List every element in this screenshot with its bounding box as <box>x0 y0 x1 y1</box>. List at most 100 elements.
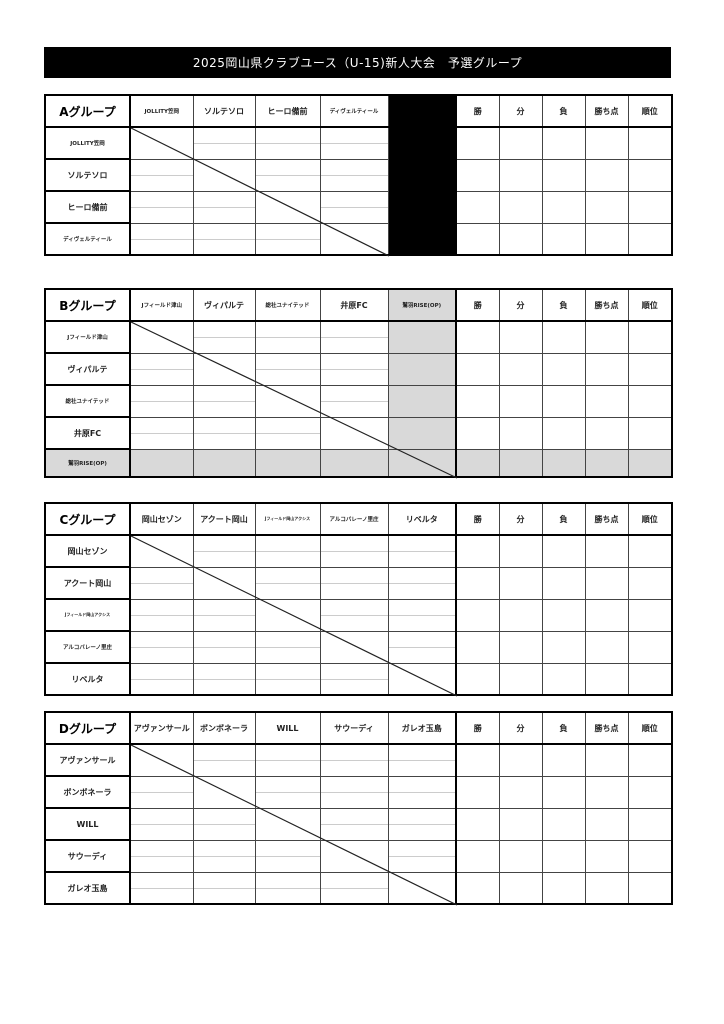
stat-cell[interactable] <box>455 158 500 192</box>
stat-cell[interactable] <box>584 384 629 418</box>
stat-cell[interactable] <box>541 534 586 568</box>
result-cell[interactable] <box>254 775 321 809</box>
result-cell[interactable] <box>254 871 321 905</box>
stat-cell[interactable] <box>584 743 629 777</box>
stat-cell[interactable] <box>541 416 586 450</box>
result-cell[interactable] <box>387 534 457 568</box>
stat-cell[interactable] <box>455 566 500 600</box>
stat-cell[interactable] <box>584 126 629 160</box>
result-cell[interactable] <box>254 566 321 600</box>
stat-cell[interactable] <box>541 352 586 386</box>
result-cell[interactable] <box>192 534 256 568</box>
stat-cell[interactable] <box>455 598 500 632</box>
result-cell[interactable] <box>129 190 194 224</box>
stat-cell[interactable] <box>584 839 629 873</box>
result-cell[interactable] <box>129 839 194 873</box>
result-cell[interactable] <box>319 598 389 632</box>
stat-cell[interactable] <box>627 807 673 841</box>
result-cell[interactable] <box>192 743 256 777</box>
result-cell[interactable] <box>319 775 389 809</box>
stat-cell[interactable] <box>584 320 629 354</box>
stat-cell[interactable] <box>541 190 586 224</box>
stat-cell[interactable] <box>627 566 673 600</box>
stat-cell[interactable] <box>627 871 673 905</box>
stat-cell[interactable] <box>455 448 500 478</box>
result-cell[interactable] <box>129 222 194 256</box>
result-cell[interactable] <box>387 839 457 873</box>
result-cell[interactable] <box>254 630 321 664</box>
result-cell[interactable] <box>129 352 194 386</box>
stat-cell[interactable] <box>541 807 586 841</box>
result-cell[interactable] <box>319 871 389 905</box>
stat-cell[interactable] <box>498 630 543 664</box>
result-cell[interactable] <box>192 839 256 873</box>
stat-cell[interactable] <box>498 598 543 632</box>
result-cell[interactable] <box>387 775 457 809</box>
result-cell[interactable] <box>319 566 389 600</box>
stat-cell[interactable] <box>584 534 629 568</box>
result-cell[interactable] <box>319 384 389 418</box>
stat-cell[interactable] <box>541 126 586 160</box>
stat-cell[interactable] <box>627 448 673 478</box>
stat-cell[interactable] <box>498 534 543 568</box>
stat-cell[interactable] <box>498 775 543 809</box>
stat-cell[interactable] <box>541 598 586 632</box>
result-cell[interactable] <box>254 416 321 450</box>
stat-cell[interactable] <box>541 384 586 418</box>
result-cell[interactable] <box>387 320 457 354</box>
stat-cell[interactable] <box>584 416 629 450</box>
result-cell[interactable] <box>254 352 321 386</box>
stat-cell[interactable] <box>455 416 500 450</box>
stat-cell[interactable] <box>455 662 500 696</box>
result-cell[interactable] <box>192 662 256 696</box>
stat-cell[interactable] <box>627 320 673 354</box>
stat-cell[interactable] <box>541 630 586 664</box>
stat-cell[interactable] <box>541 448 586 478</box>
result-cell[interactable] <box>387 416 457 450</box>
result-cell[interactable] <box>319 158 389 192</box>
stat-cell[interactable] <box>584 871 629 905</box>
result-cell[interactable] <box>319 126 389 160</box>
stat-cell[interactable] <box>627 416 673 450</box>
result-cell[interactable] <box>319 807 389 841</box>
result-cell[interactable] <box>319 534 389 568</box>
stat-cell[interactable] <box>498 320 543 354</box>
stat-cell[interactable] <box>455 352 500 386</box>
result-cell[interactable] <box>129 566 194 600</box>
stat-cell[interactable] <box>627 534 673 568</box>
result-cell[interactable] <box>254 743 321 777</box>
stat-cell[interactable] <box>541 222 586 256</box>
stat-cell[interactable] <box>584 662 629 696</box>
result-cell[interactable] <box>192 807 256 841</box>
stat-cell[interactable] <box>498 871 543 905</box>
stat-cell[interactable] <box>627 384 673 418</box>
stat-cell[interactable] <box>584 630 629 664</box>
stat-cell[interactable] <box>584 190 629 224</box>
result-cell[interactable] <box>129 871 194 905</box>
stat-cell[interactable] <box>498 566 543 600</box>
stat-cell[interactable] <box>455 126 500 160</box>
stat-cell[interactable] <box>541 743 586 777</box>
stat-cell[interactable] <box>541 839 586 873</box>
stat-cell[interactable] <box>455 839 500 873</box>
result-cell[interactable] <box>319 662 389 696</box>
result-cell[interactable] <box>129 775 194 809</box>
result-cell[interactable] <box>192 190 256 224</box>
result-cell[interactable] <box>254 126 321 160</box>
stat-cell[interactable] <box>627 598 673 632</box>
stat-cell[interactable] <box>584 158 629 192</box>
result-cell[interactable] <box>254 320 321 354</box>
stat-cell[interactable] <box>627 743 673 777</box>
stat-cell[interactable] <box>455 190 500 224</box>
stat-cell[interactable] <box>627 222 673 256</box>
result-cell[interactable] <box>129 630 194 664</box>
result-cell[interactable] <box>254 158 321 192</box>
stat-cell[interactable] <box>498 352 543 386</box>
result-cell[interactable] <box>254 662 321 696</box>
result-cell[interactable] <box>387 630 457 664</box>
stat-cell[interactable] <box>498 384 543 418</box>
stat-cell[interactable] <box>584 448 629 478</box>
result-cell[interactable] <box>254 448 321 478</box>
stat-cell[interactable] <box>498 839 543 873</box>
result-cell[interactable] <box>192 126 256 160</box>
